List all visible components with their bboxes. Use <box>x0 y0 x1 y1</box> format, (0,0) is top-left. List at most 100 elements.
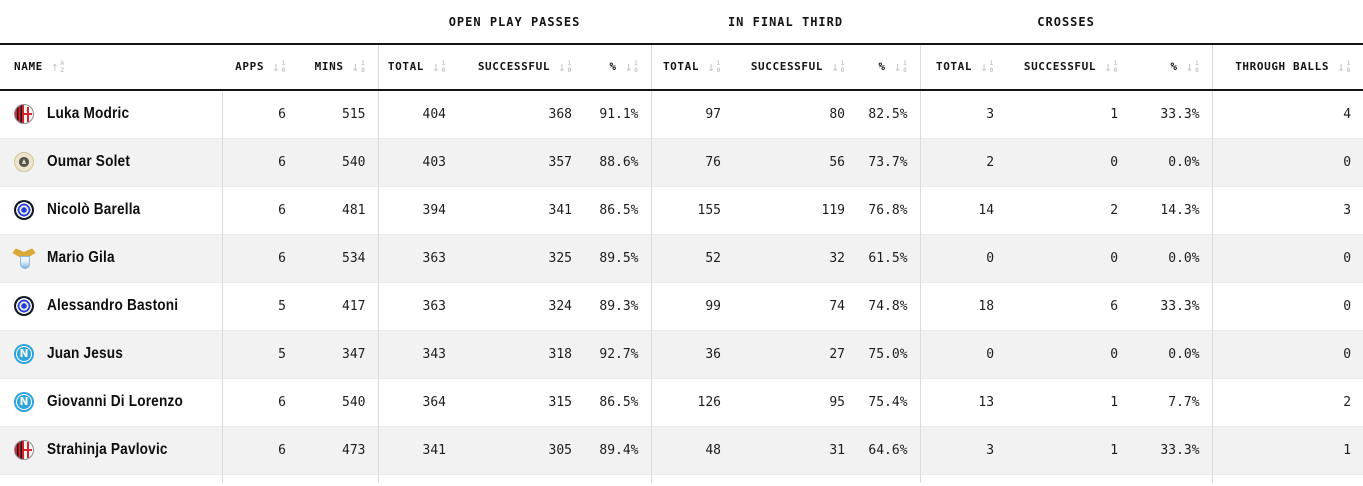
partial-cell <box>221 473 298 483</box>
cell-mins: 417 <box>298 281 378 330</box>
cell-crosses_successful: 1 <box>1110 106 1119 122</box>
sort-numeric-icon[interactable]: ↓ 1 0 <box>1337 59 1352 75</box>
group-header-spacer <box>0 0 378 44</box>
cell-final_third_successful: 32 <box>733 233 858 282</box>
cell-open_play_pct: 89.5% <box>584 233 652 282</box>
cell-through_balls: 3 <box>1211 185 1363 234</box>
player-cell: Alessandro Bastoni <box>0 281 222 330</box>
sort-numeric-icon[interactable]: ↓ 1 0 <box>980 59 995 75</box>
column-header-open_play_pct[interactable]: % ↓ 1 0 <box>584 43 652 91</box>
cell-final_third_total: 52 <box>650 233 734 282</box>
table-body: Luka Modric 6 515 404 368 91.1% 97 80 82.5% 3 1 33.… <box>0 90 1363 483</box>
column-header-final_third_total[interactable]: TOTAL ↓ 1 0 <box>650 43 734 91</box>
column-header-final_third_pct[interactable]: % ↓ 1 0 <box>857 43 921 91</box>
cell-open_play_total: 363 <box>377 233 458 282</box>
sort-numeric-icon[interactable]: ↓ 1 0 <box>351 59 366 75</box>
cell-final_third_pct: 73.7% <box>857 137 921 186</box>
column-header-label: % <box>878 60 886 74</box>
cell-open_play_pct: 86.5% <box>584 185 652 234</box>
cell-crosses_total: 3 <box>919 90 1007 138</box>
column-header-label: TOTAL <box>662 60 700 74</box>
player-row: Mario Gila 6 534 363 325 89.5% 52 32 61.5% 0 0 0.0%… <box>0 233 1363 282</box>
column-header-crosses_successful[interactable]: SUCCESSFUL ↓ 1 0 <box>1006 43 1131 91</box>
cell-open_play_pct: 89.3% <box>584 281 652 330</box>
sort-numeric-icon[interactable]: ↓ 1 0 <box>893 59 908 75</box>
column-header-label: SUCCESSFUL <box>1023 60 1097 74</box>
player-name: Oumar Solet <box>47 153 131 170</box>
column-header-crosses_total[interactable]: TOTAL ↓ 1 0 <box>919 43 1007 91</box>
cell-apps: 6 <box>221 233 298 282</box>
sort-numeric-icon[interactable]: ↓ 1 0 <box>272 59 286 75</box>
cell-open_play_successful: 325 <box>458 233 584 282</box>
cell-open_play_successful: 368 <box>548 106 572 122</box>
cell-open_play_successful: 357 <box>458 137 584 186</box>
column-header-mins[interactable]: MINS ↓ 1 0 <box>298 43 378 91</box>
cell-apps: 6 <box>221 90 298 138</box>
sort-numeric-icon[interactable]: ↓ 1 0 <box>432 59 446 75</box>
column-header-label: MINS <box>314 60 344 74</box>
cell-mins: 534 <box>298 233 378 282</box>
cell-open_play_pct: 89.4% <box>584 425 652 474</box>
partial-cell <box>919 473 1007 483</box>
cell-crosses_pct: 33.3% <box>1130 425 1213 474</box>
cell-apps: 5 <box>221 281 298 330</box>
sort-numeric-icon[interactable]: ↓ 1 0 <box>831 59 846 75</box>
cell-crosses_successful: 0 <box>1006 329 1131 378</box>
sort-numeric-icon[interactable]: ↓ 1 0 <box>624 59 639 75</box>
cell-crosses_total: 0 <box>919 329 1007 378</box>
ac-milan-badge <box>14 104 34 125</box>
column-header-final_third_successful[interactable]: SUCCESSFUL ↓ 1 0 <box>733 43 858 91</box>
cell-open_play_total: 364 <box>377 377 458 426</box>
player-cell: Mario Gila <box>0 233 222 282</box>
cell-final_third_successful: 27 <box>733 329 858 378</box>
cell-open_play_total: 394 <box>377 185 458 234</box>
sort-numeric-icon[interactable]: ↓ 1 0 <box>1104 59 1119 75</box>
cell-crosses_total: 13 <box>919 377 1007 426</box>
player-cell: Strahinja Pavlovic <box>0 425 222 474</box>
napoli-badge: N <box>14 392 34 412</box>
cell-final_third_pct: 75.4% <box>857 377 921 426</box>
cell-final_third_successful: 95 <box>733 377 858 426</box>
partial-cell <box>0 473 222 483</box>
cell-crosses_successful: 0 <box>1006 137 1131 186</box>
cell-final_third_pct: 76.8% <box>857 185 921 234</box>
cell-crosses_successful: 6 <box>1006 281 1131 330</box>
column-header-open_play_successful[interactable]: SUCCESSFUL ↓ 1 0 <box>458 43 584 91</box>
cell-final_third_successful: 80 <box>829 106 846 122</box>
cell-final_third_successful: 119 <box>733 185 858 234</box>
sort-numeric-icon[interactable]: ↓ 1 0 <box>707 59 722 75</box>
next-row-partial <box>0 473 1363 483</box>
cell-final_third_total: 48 <box>650 425 734 474</box>
cell-open_play_pct: 86.5% <box>584 377 652 426</box>
cell-final_third_pct: 64.6% <box>857 425 921 474</box>
cell-final_third_total: 76 <box>650 137 734 186</box>
sort-numeric-icon[interactable]: ↓ 1 0 <box>1185 59 1200 75</box>
column-header-apps[interactable]: APPS ↓ 1 0 <box>222 43 298 91</box>
player-name: Nicolò Barella <box>47 201 141 218</box>
player-row: N Juan Jesus 5 347 343 318 92.7% 36 27 75.0% 0 0 0.0… <box>0 329 1363 378</box>
cell-mins: 347 <box>298 329 378 378</box>
player-row: Alessandro Bastoni 5 417 363 324 89.3% 99 74 74.… <box>0 281 1363 330</box>
cell-crosses_pct: 33.3% <box>1160 106 1200 122</box>
sort-numeric-icon[interactable]: ↓ 1 0 <box>558 59 572 75</box>
cell-crosses_successful: 1 <box>1006 425 1131 474</box>
column-header-through_balls[interactable]: THROUGH BALLS ↓ 1 0 <box>1211 43 1363 91</box>
badge-letter: N <box>19 347 29 360</box>
cell-apps: 6 <box>221 377 298 426</box>
cell-open_play_pct: 88.6% <box>584 137 652 186</box>
column-header-label: THROUGH BALLS <box>1235 60 1330 74</box>
player-name: Giovanni Di Lorenzo <box>47 393 183 410</box>
cell-crosses_total: 14 <box>919 185 1007 234</box>
player-cell: N Juan Jesus <box>0 329 222 378</box>
cell-mins: 481 <box>298 185 378 234</box>
cell-crosses_total: 18 <box>919 281 1007 330</box>
column-header-open_play_total[interactable]: TOTAL ↓ 1 0 <box>377 43 458 91</box>
column-header-name[interactable]: NAME ↑ A Z <box>0 43 222 91</box>
sort-alphabetical-icon[interactable]: ↑ A Z <box>50 59 65 75</box>
cell-open_play_successful: 318 <box>458 329 584 378</box>
cell-apps: 6 <box>221 185 298 234</box>
cell-final_third_successful: 56 <box>733 137 858 186</box>
group-header-in-final-third: IN FINAL THIRD <box>727 14 844 29</box>
partial-cell <box>298 473 378 483</box>
column-header-crosses_pct[interactable]: % ↓ 1 0 <box>1130 43 1213 91</box>
